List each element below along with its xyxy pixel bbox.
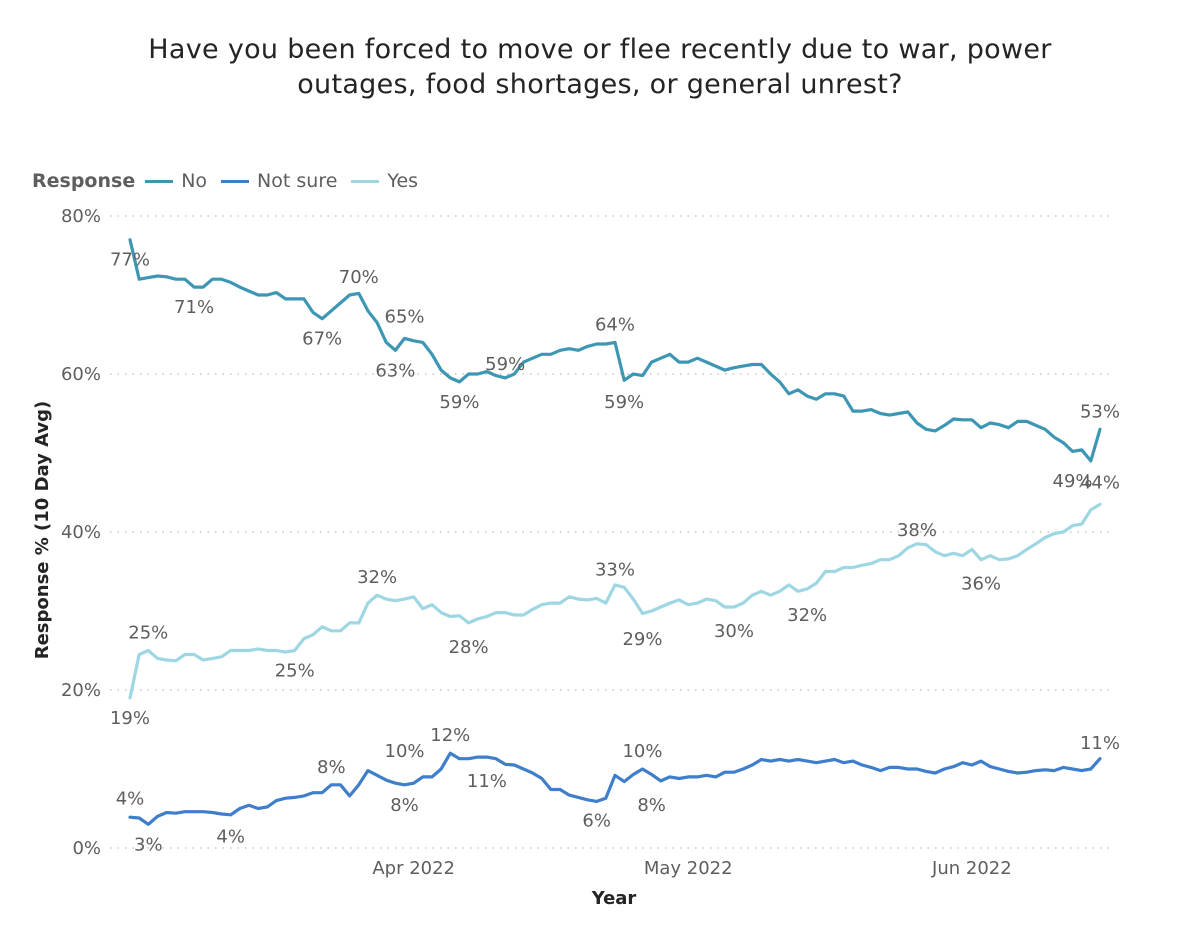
data-label-not-sure-30: 12% (430, 725, 470, 746)
data-label-not-sure-28: 8% (390, 795, 419, 816)
x-axis-ticks: Apr 2022 May 2022 Jun 2022 (372, 858, 1011, 879)
legend: Response No Not sure Yes (32, 168, 432, 194)
y-tick-label-40: 40% (61, 522, 101, 543)
legend-label-no: No (181, 170, 208, 192)
legend-item-yes[interactable]: Yes (351, 170, 418, 192)
data-label-yes-18: 29% (622, 629, 662, 650)
data-label-yes-23: 44% (1080, 472, 1120, 493)
y-axis-ticks: 0% 20% 40% 60% 80% (61, 206, 101, 859)
data-label-no-4: 63% (375, 360, 415, 381)
data-label-yes-12: 19% (110, 708, 150, 729)
data-label-yes-17: 33% (595, 559, 635, 580)
data-label-yes-20: 32% (787, 605, 827, 626)
data-label-not-sure-32: 6% (582, 811, 611, 832)
data-label-not-sure-33: 10% (622, 741, 662, 762)
data-label-not-sure-27: 8% (317, 757, 346, 778)
data-label-yes-21: 38% (897, 520, 937, 541)
legend-label-yes: Yes (387, 170, 419, 192)
data-label-no-6: 59% (439, 392, 479, 413)
data-label-no-1: 71% (174, 297, 214, 318)
data-label-not-sure-24: 4% (116, 788, 145, 809)
data-label-yes-15: 32% (357, 567, 397, 588)
y-tick-label-20: 20% (61, 680, 101, 701)
y-axis-title: Response % (10 Day Avg) (32, 401, 53, 660)
x-tick-label-jun-2022: Jun 2022 (931, 858, 1012, 879)
data-label-yes-19: 30% (714, 621, 754, 642)
x-axis-title: Year (591, 888, 637, 909)
legend-swatch-no (145, 179, 174, 183)
series-line-no[interactable] (128, 238, 1102, 463)
data-label-no-5: 65% (385, 307, 425, 328)
data-label-no-10: 49% (1053, 471, 1093, 492)
gridlines (110, 215, 1112, 849)
series-line-yes[interactable] (128, 502, 1102, 700)
data-label-yes-14: 25% (275, 661, 315, 682)
data-label-yes-16: 28% (449, 637, 489, 658)
data-label-no-9: 59% (604, 392, 644, 413)
data-label-no-8: 64% (595, 314, 635, 335)
x-tick-label-may-2022: May 2022 (644, 858, 733, 879)
legend-swatch-not-sure (221, 179, 250, 183)
legend-heading: Response (32, 170, 136, 192)
legend-label-not-sure: Not sure (257, 170, 338, 192)
y-tick-label-60: 60% (61, 364, 101, 385)
data-label-no-11: 53% (1080, 401, 1120, 422)
data-label-not-sure-25: 3% (134, 834, 163, 855)
y-tick-label-80: 80% (61, 206, 101, 227)
data-label-not-sure-34: 8% (637, 795, 666, 816)
x-tick-label-apr-2022: Apr 2022 (372, 858, 455, 879)
data-label-not-sure-31: 11% (467, 771, 507, 792)
legend-swatch-yes (351, 179, 380, 183)
data-label-not-sure-29: 10% (385, 741, 425, 762)
series-lines (128, 238, 1102, 826)
data-labels: 77% 71% 67% 70% 63% 65% 59% 59% 64% 59% 49% 53% 19% 2… (110, 250, 1120, 856)
data-label-not-sure-35: 11% (1080, 733, 1120, 754)
series-line-not-sure[interactable] (128, 751, 1102, 826)
data-label-yes-22: 36% (961, 574, 1001, 595)
y-tick-label-0: 0% (72, 838, 101, 859)
data-label-no-0: 77% (110, 250, 150, 271)
chart-title-line-1: Have you been forced to move or flee rec… (148, 34, 1052, 65)
data-label-yes-13: 25% (128, 623, 168, 644)
chart-title-line-2: outages, food shortages, or general unre… (297, 69, 903, 100)
data-label-no-2: 67% (302, 329, 342, 350)
data-label-no-7: 59% (485, 354, 525, 375)
data-label-not-sure-26: 4% (216, 826, 245, 847)
legend-item-no[interactable]: No (145, 170, 207, 192)
data-label-no-3: 70% (339, 267, 379, 288)
legend-item-not-sure[interactable]: Not sure (221, 170, 337, 192)
